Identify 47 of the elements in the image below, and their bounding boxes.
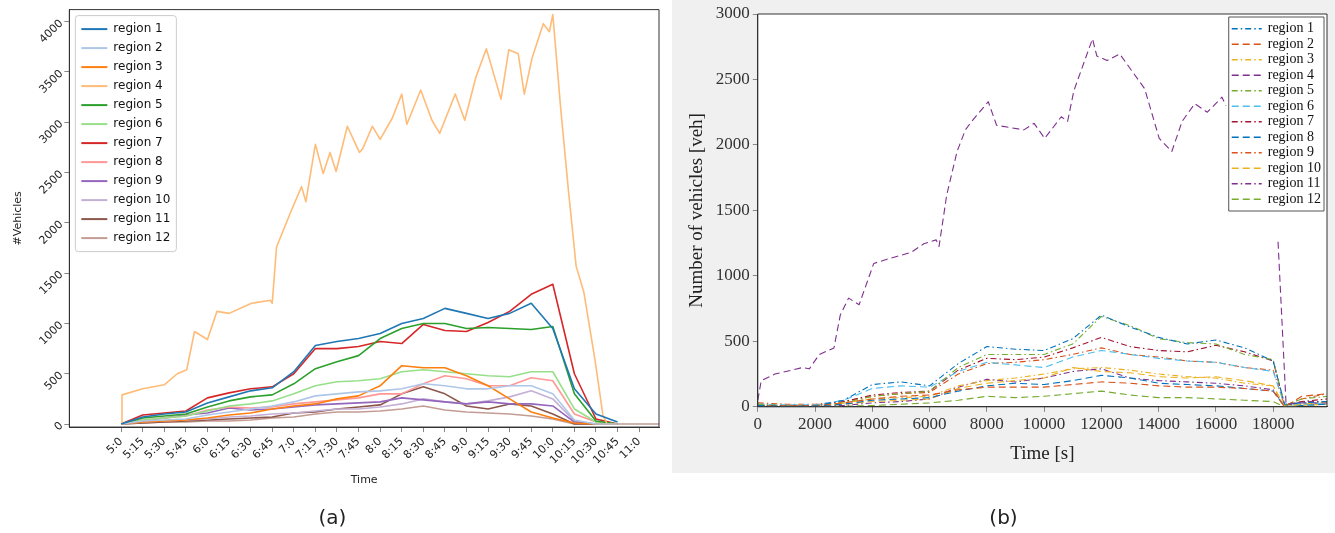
legend-label: region 3	[1267, 51, 1314, 67]
legend-label: region 5	[1267, 82, 1314, 98]
legend-label: region 4	[1267, 66, 1314, 82]
legend-label: region 10	[1267, 159, 1321, 175]
y-tick-label: 2500	[715, 68, 750, 88]
legend-label: region 12	[113, 230, 171, 245]
legend-label: region 7	[113, 135, 163, 150]
legend-label: region 3	[113, 59, 163, 74]
legend-label: region 4	[113, 78, 163, 93]
x-tick-label: 10000	[1022, 414, 1066, 434]
y-tick-label: 2000	[715, 134, 750, 154]
text: (b)	[988, 505, 1019, 529]
y-axis-title: Number of vehicles [veh]	[685, 113, 707, 308]
x-tick-label: 4000	[855, 414, 890, 434]
x-tick-label: 14000	[1137, 414, 1180, 434]
legend-label: region 11	[113, 211, 171, 226]
y-tick-label: 3000	[715, 3, 750, 23]
legend-label: region 5	[113, 97, 163, 112]
legend-label: region 2	[1267, 35, 1314, 51]
legend-label: region 6	[113, 116, 163, 131]
x-tick-label: 16000	[1194, 414, 1238, 434]
x-tick-label: 6000	[912, 414, 947, 434]
x-axis-title: Time [s]	[1010, 441, 1075, 463]
y-tick-label: 0	[741, 396, 750, 416]
legend-label: region 1	[1267, 20, 1314, 36]
text: (a)	[317, 505, 348, 529]
y-axis-title: #Vehicles	[11, 190, 25, 246]
legend-label: region 12	[1267, 190, 1321, 206]
x-tick-label: 12000	[1080, 414, 1123, 434]
y-tick-label: 500	[724, 330, 750, 350]
legend-label: region 1	[113, 21, 163, 36]
legend-label: region 6	[1267, 97, 1314, 113]
y-tick-label: 1000	[715, 265, 750, 285]
x-tick-label: 18000	[1251, 414, 1295, 434]
y-tick-label: 1500	[715, 199, 750, 219]
legend-label: region 7	[1267, 113, 1314, 129]
x-tick-label: 8000	[969, 414, 1004, 434]
legend-label: region 9	[113, 173, 163, 188]
x-axis-title: Time	[349, 473, 378, 487]
legend-label: region 9	[1267, 144, 1314, 160]
legend-label: region 10	[113, 192, 171, 207]
legend-label: region 8	[1267, 128, 1314, 144]
legend-label: region 2	[113, 40, 163, 55]
legend-label: region 8	[113, 154, 163, 169]
x-tick-label: 2000	[798, 414, 833, 434]
legend-label: region 11	[1267, 175, 1321, 191]
x-tick-label: 0	[753, 414, 763, 434]
